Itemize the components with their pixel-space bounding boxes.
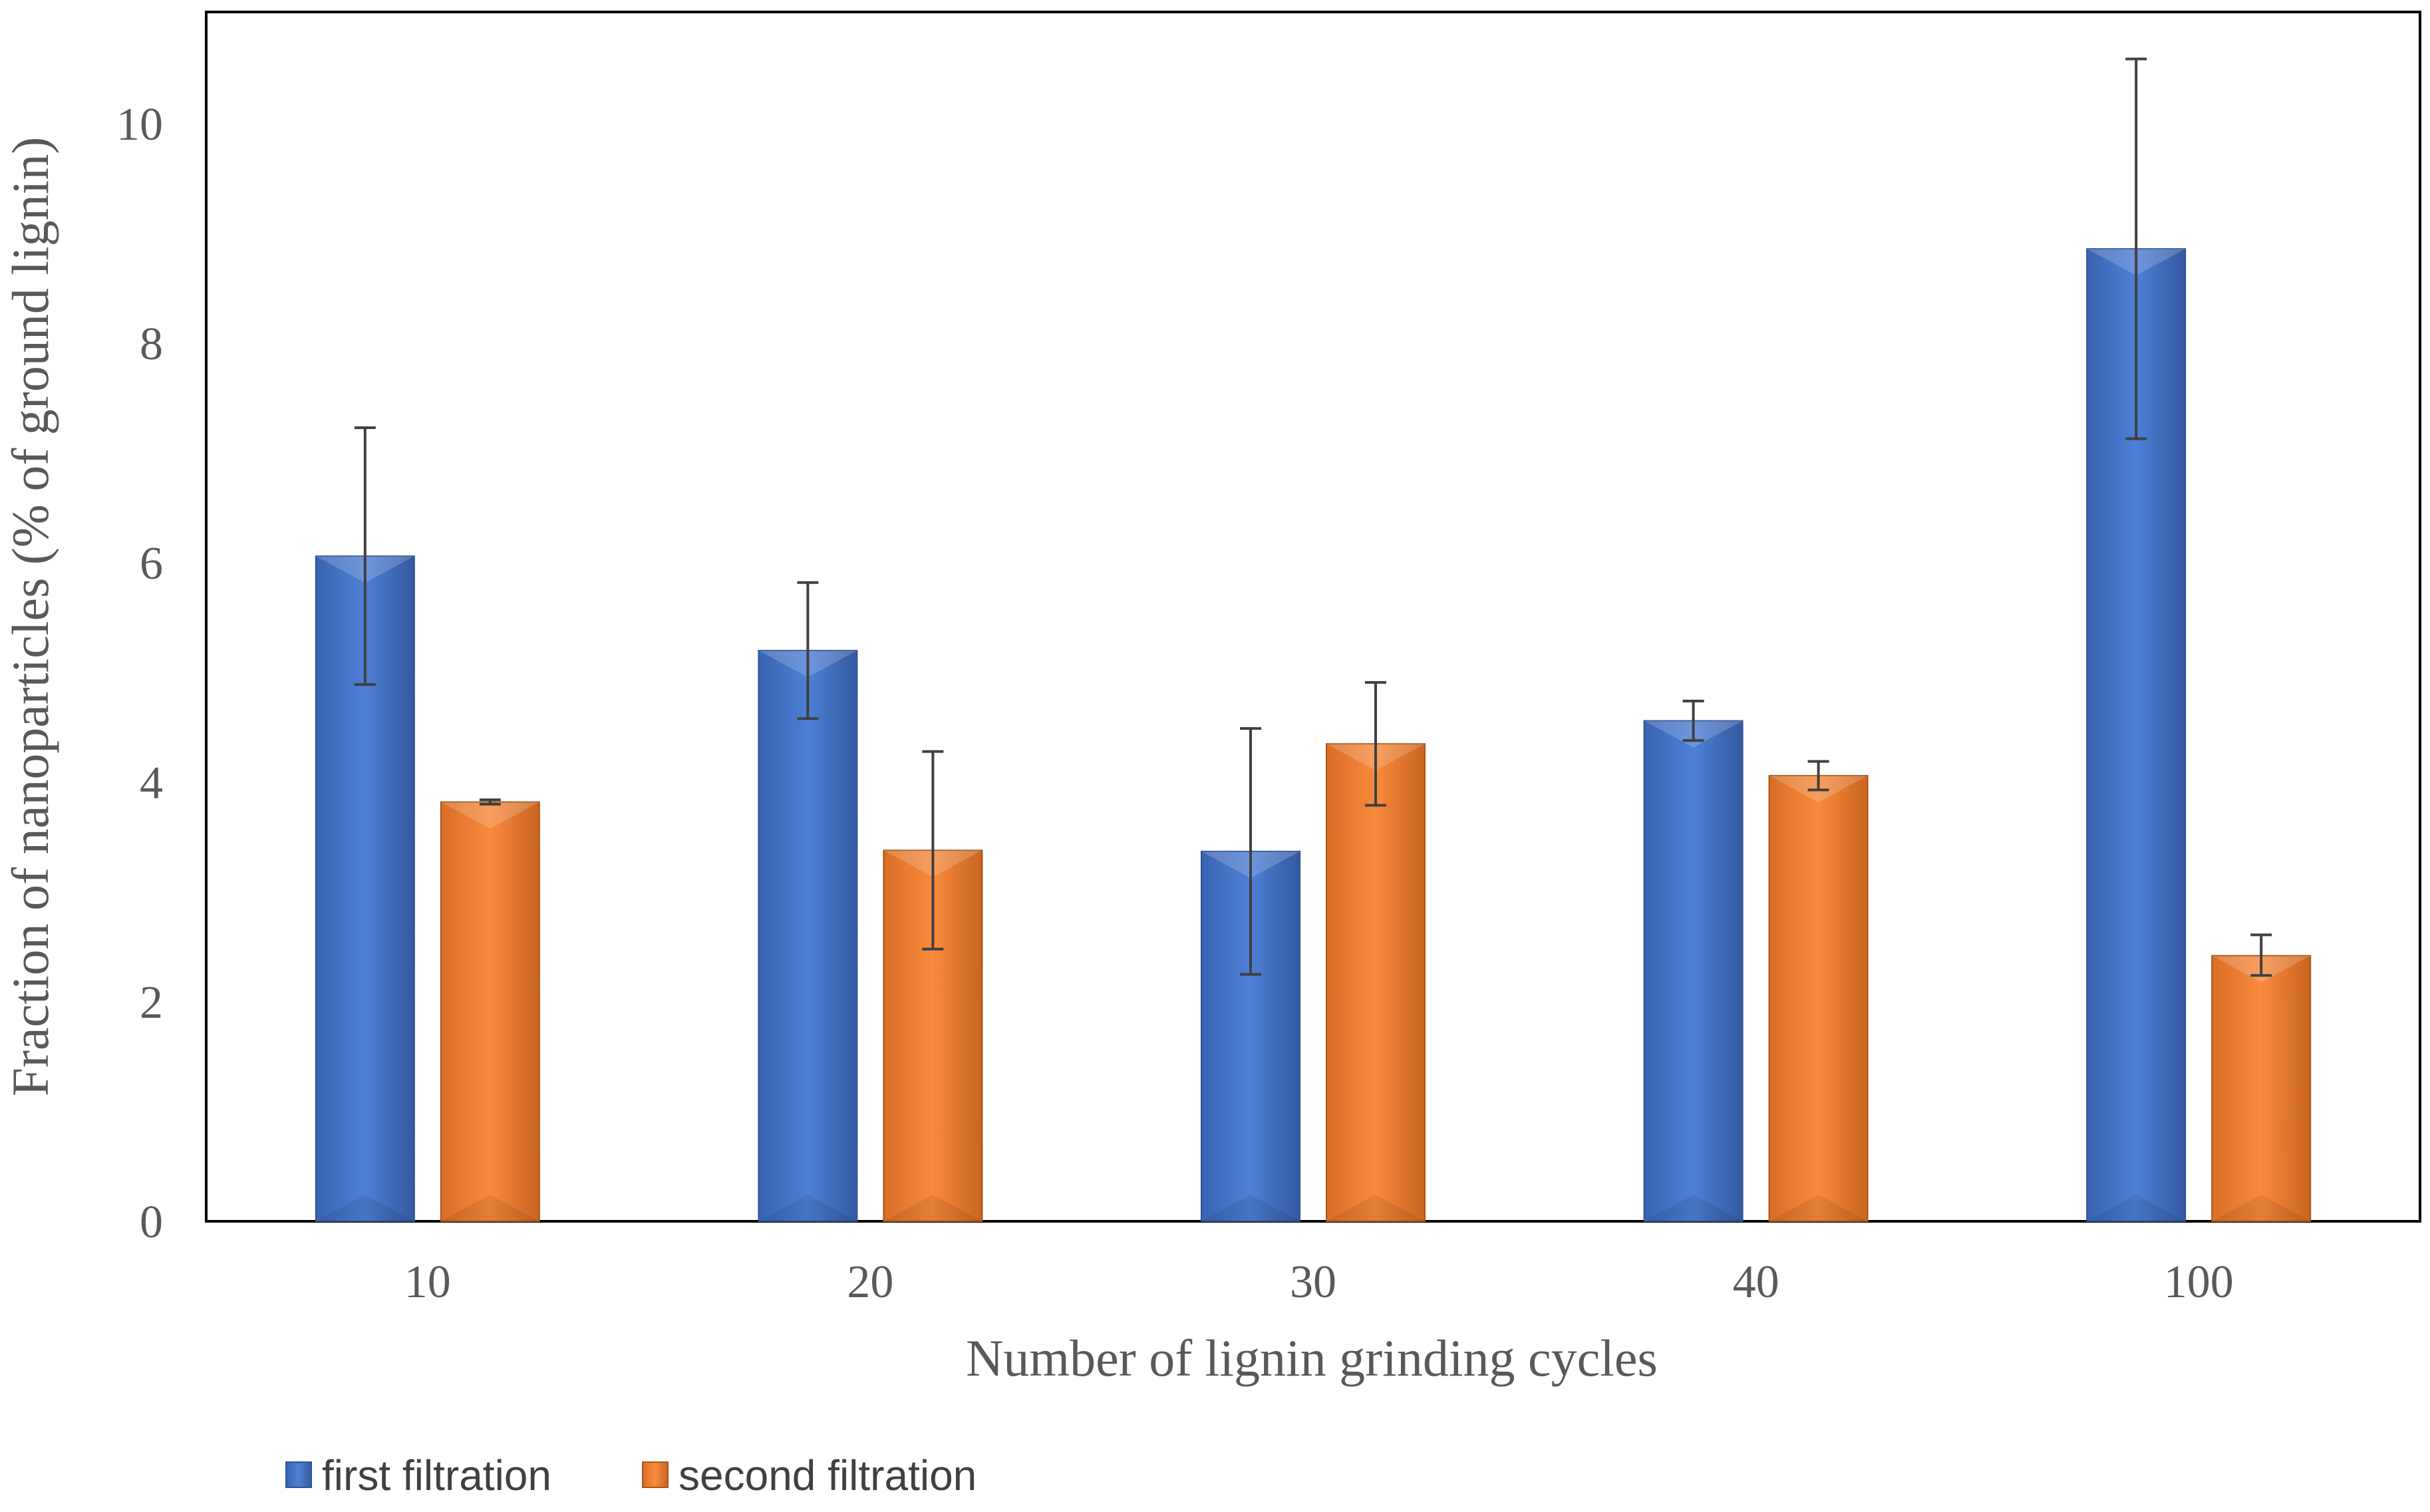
legend-item-first-filtration: first filtration (285, 1451, 551, 1499)
bar-bevel-bottom (2212, 1195, 2311, 1221)
error-bar (354, 426, 376, 686)
bar-bevel-bottom (1769, 1195, 1868, 1221)
error-bar (1682, 699, 1704, 742)
error-bars-layer (354, 57, 2272, 977)
bar-bevel-bottom (883, 1195, 983, 1221)
plot-area-border (205, 11, 2421, 1223)
bar-bevel-bottom (315, 1195, 414, 1221)
y-tick-label: 10 (116, 99, 163, 150)
bar-bevel-bottom (1644, 1195, 1743, 1221)
bar-second-filtration (2211, 955, 2312, 1222)
y-tick-label: 6 (140, 538, 163, 589)
x-tick-label: 20 (847, 1257, 893, 1308)
error-bar (922, 750, 944, 951)
bar-second-filtration (1768, 775, 1869, 1222)
legend-label: first filtration (322, 1451, 551, 1499)
error-bar (479, 798, 501, 806)
error-bar (1807, 760, 1829, 792)
bars-layer (315, 248, 2312, 1223)
error-bar (2250, 933, 2272, 977)
bar-first-filtration (1643, 720, 1744, 1222)
legend-swatch (642, 1461, 669, 1488)
error-bar (1365, 680, 1386, 807)
y-axis-title: Fraction of nanoparticles (% of ground l… (1, 137, 59, 1097)
bar-bevel-bottom (1326, 1195, 1425, 1221)
x-axis-title: Number of lignin grinding cycles (966, 1329, 1658, 1387)
x-tick-label: 40 (1733, 1257, 1779, 1308)
y-tick-label: 4 (140, 758, 163, 809)
y-tick-label: 2 (140, 977, 163, 1028)
error-bar (2125, 57, 2147, 440)
y-tick-label: 0 (140, 1197, 163, 1248)
legend-item-second-filtration: second filtration (642, 1451, 977, 1499)
y-tick-label: 8 (140, 319, 163, 370)
x-axis-ticks: 10 20 30 40 100 (404, 1257, 2234, 1308)
x-tick-label: 10 (404, 1257, 451, 1308)
bar-second-filtration (1326, 743, 1426, 1222)
bar-bevel-top (440, 802, 539, 829)
bar-bevel-bottom (1201, 1195, 1300, 1221)
bar-bevel-bottom (2087, 1195, 2186, 1221)
legend-swatch (285, 1461, 312, 1488)
legend: first filtration second filtration (285, 1451, 977, 1499)
y-axis-ticks: 0 2 4 6 8 10 (116, 99, 163, 1248)
bar-first-filtration (758, 650, 858, 1222)
bar-bevel-bottom (758, 1195, 857, 1221)
x-tick-label: 100 (2164, 1257, 2234, 1308)
x-tick-label: 30 (1290, 1257, 1336, 1308)
error-bar (1240, 727, 1261, 976)
bar-bevel-bottom (440, 1195, 539, 1221)
bar-second-filtration (440, 801, 540, 1222)
error-bar (797, 581, 819, 720)
legend-label: second filtration (679, 1451, 977, 1499)
